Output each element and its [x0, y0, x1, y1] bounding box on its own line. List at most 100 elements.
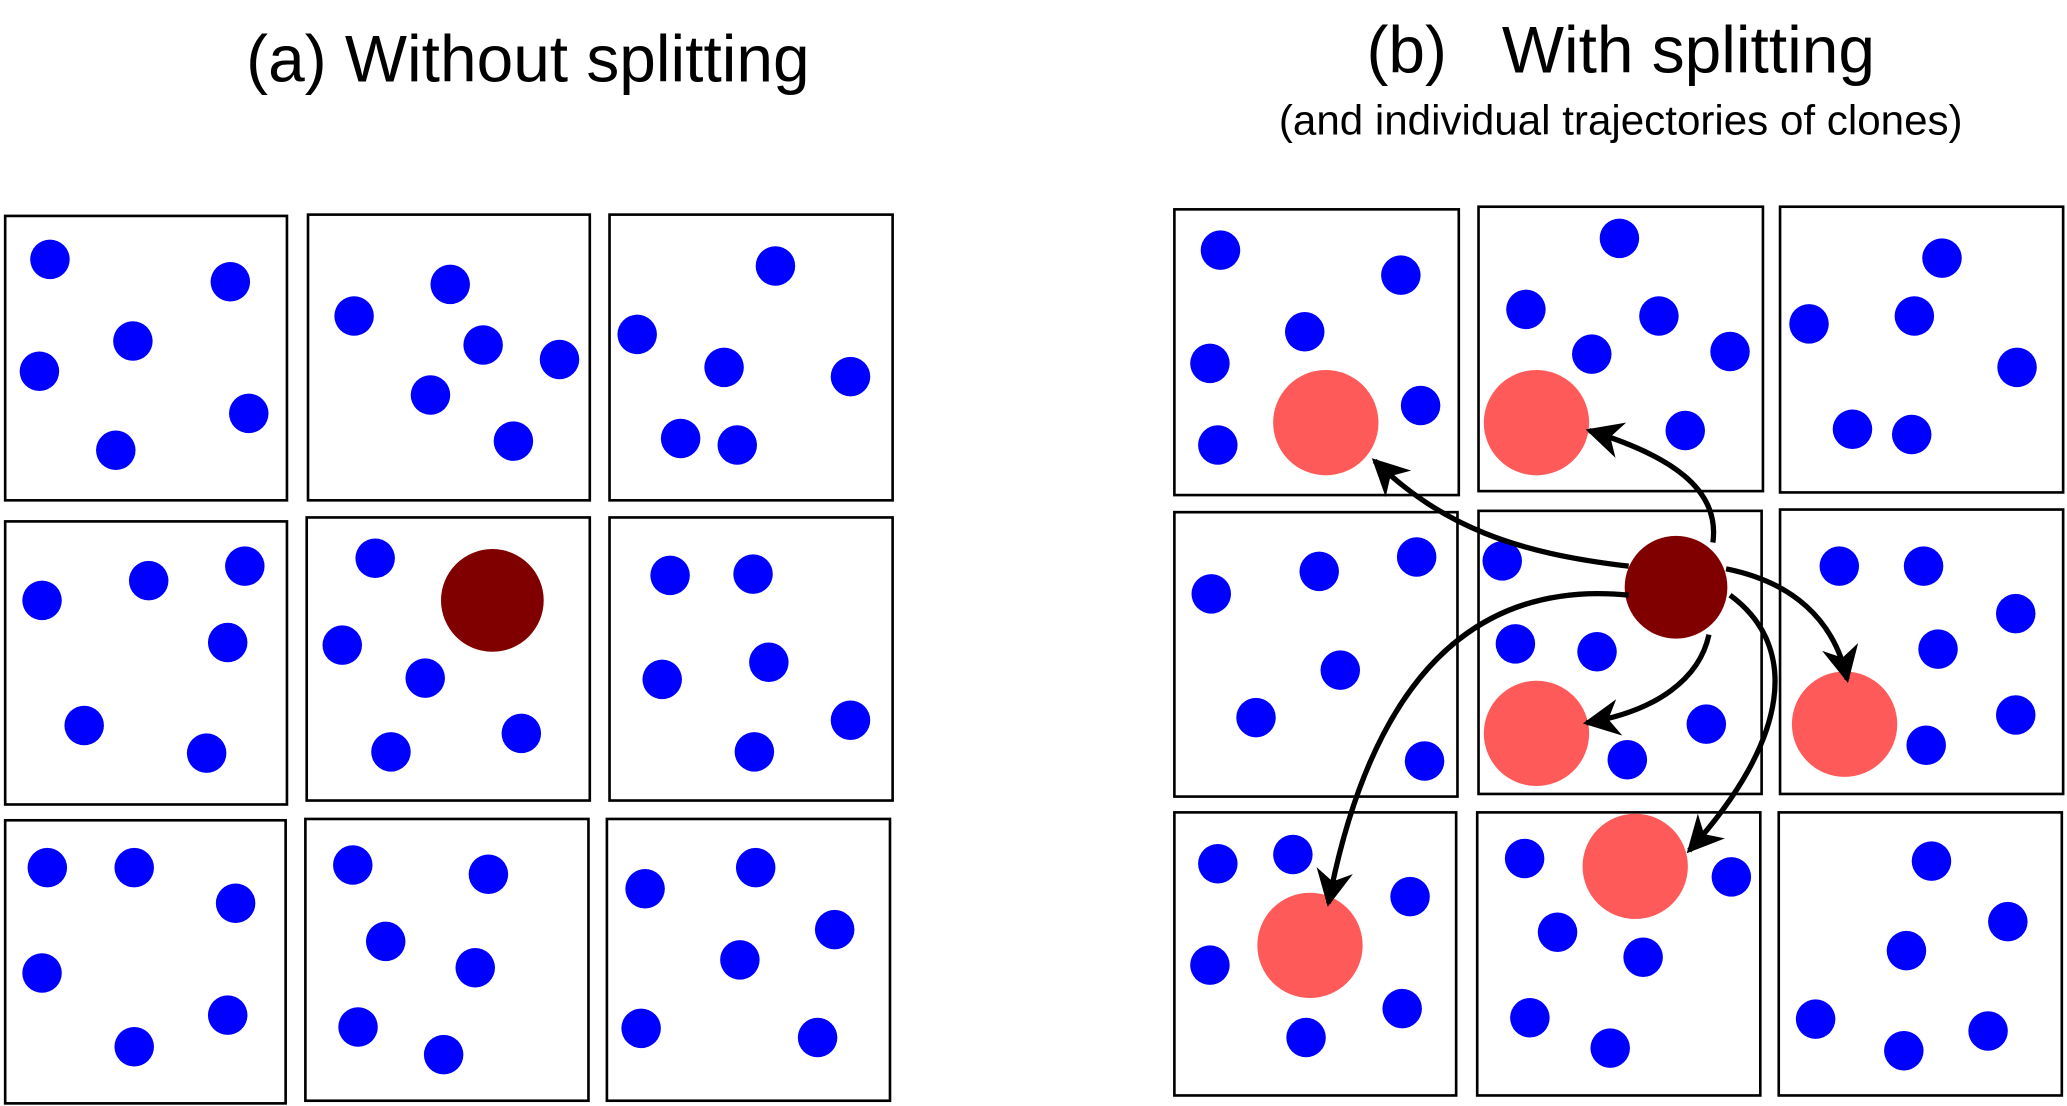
cell-box	[3, 214, 289, 502]
particle	[1968, 1011, 2008, 1051]
particle	[1190, 945, 1230, 985]
particle	[734, 732, 775, 772]
particle	[225, 546, 265, 586]
cell-box	[1173, 811, 1458, 1097]
trajectory-arrow	[1371, 458, 1629, 569]
particle	[1191, 574, 1231, 614]
cell-box	[304, 817, 590, 1103]
particle	[186, 733, 227, 773]
trajectory-arrow	[1686, 593, 1778, 854]
particle	[463, 325, 503, 365]
particle	[830, 356, 871, 397]
particle	[1537, 912, 1578, 952]
particle	[1988, 901, 2028, 942]
particle	[405, 658, 445, 698]
particle	[1922, 238, 1962, 278]
particle	[717, 425, 757, 465]
cell-box	[1778, 508, 2065, 796]
clone-walker	[1273, 369, 1379, 476]
cell-box	[605, 817, 892, 1103]
particle	[1819, 546, 1860, 586]
particle	[1906, 725, 1946, 765]
particle	[814, 909, 855, 950]
particle	[128, 560, 169, 601]
particle	[749, 642, 789, 683]
cell-box	[1173, 510, 1459, 798]
particle	[1495, 624, 1536, 664]
particle	[1623, 937, 1663, 977]
cell-box	[608, 213, 894, 502]
particle	[539, 339, 580, 380]
cell-box	[1477, 509, 1763, 796]
particle	[733, 554, 773, 594]
particle	[1911, 841, 1952, 881]
particle	[1886, 930, 1927, 971]
cell-box	[305, 516, 592, 802]
particle	[1894, 296, 1935, 336]
cell-box	[608, 516, 894, 802]
particle	[1396, 537, 1437, 577]
particle	[410, 375, 451, 415]
particle	[1198, 425, 1238, 465]
trajectory-arrow	[1316, 591, 1629, 907]
particle	[1789, 304, 1829, 344]
particle	[1665, 410, 1705, 451]
particle	[207, 995, 248, 1035]
particle	[1832, 409, 1873, 449]
particle	[621, 1008, 661, 1049]
particle	[1710, 331, 1750, 372]
trajectory-arrow	[1725, 566, 1859, 684]
particle	[1997, 347, 2037, 388]
particle	[355, 538, 395, 579]
particle	[96, 430, 136, 471]
particle	[720, 940, 760, 980]
particle	[1891, 414, 1932, 455]
particle	[493, 421, 534, 461]
particle	[501, 713, 542, 754]
particle	[1572, 334, 1612, 374]
cell-box	[1778, 205, 2065, 494]
particle	[338, 1007, 378, 1047]
particle	[1686, 704, 1727, 744]
clone-walker	[1483, 680, 1590, 787]
particle	[114, 847, 154, 888]
cell-box	[1777, 811, 2064, 1097]
particle	[1903, 546, 1944, 586]
particle	[229, 393, 269, 434]
particle	[1510, 998, 1550, 1038]
particle	[1995, 695, 2036, 735]
clone-walker	[1257, 892, 1363, 999]
particle	[430, 264, 470, 305]
particle	[1639, 296, 1679, 336]
particle	[30, 239, 70, 280]
particle	[1504, 838, 1545, 879]
particle	[1404, 741, 1445, 781]
particle	[64, 705, 104, 746]
cell-box	[1173, 208, 1461, 497]
panel-b-title: (b) With splitting	[1366, 12, 1874, 86]
walker-parent	[1624, 535, 1728, 639]
particle	[1577, 632, 1617, 672]
particle	[660, 418, 701, 459]
particle	[625, 869, 665, 909]
particle	[215, 883, 256, 923]
particle	[1190, 343, 1230, 384]
particle	[207, 622, 248, 663]
particle	[371, 732, 411, 772]
particle	[1400, 385, 1441, 426]
particle	[1299, 551, 1339, 592]
particle	[704, 347, 744, 388]
trajectory-arrow	[1585, 422, 1717, 543]
particle	[1381, 255, 1421, 295]
cell-box	[3, 520, 289, 806]
particle	[1286, 1017, 1326, 1058]
particle	[1200, 230, 1241, 270]
particle	[1284, 312, 1325, 352]
cell-box	[306, 213, 592, 502]
cell-box	[3, 818, 287, 1105]
trajectory-arrow	[1582, 634, 1712, 736]
particle	[1236, 697, 1276, 738]
panel-a-title: (a) Without splitting	[246, 22, 809, 96]
particle	[1390, 876, 1430, 917]
particle	[617, 314, 657, 355]
